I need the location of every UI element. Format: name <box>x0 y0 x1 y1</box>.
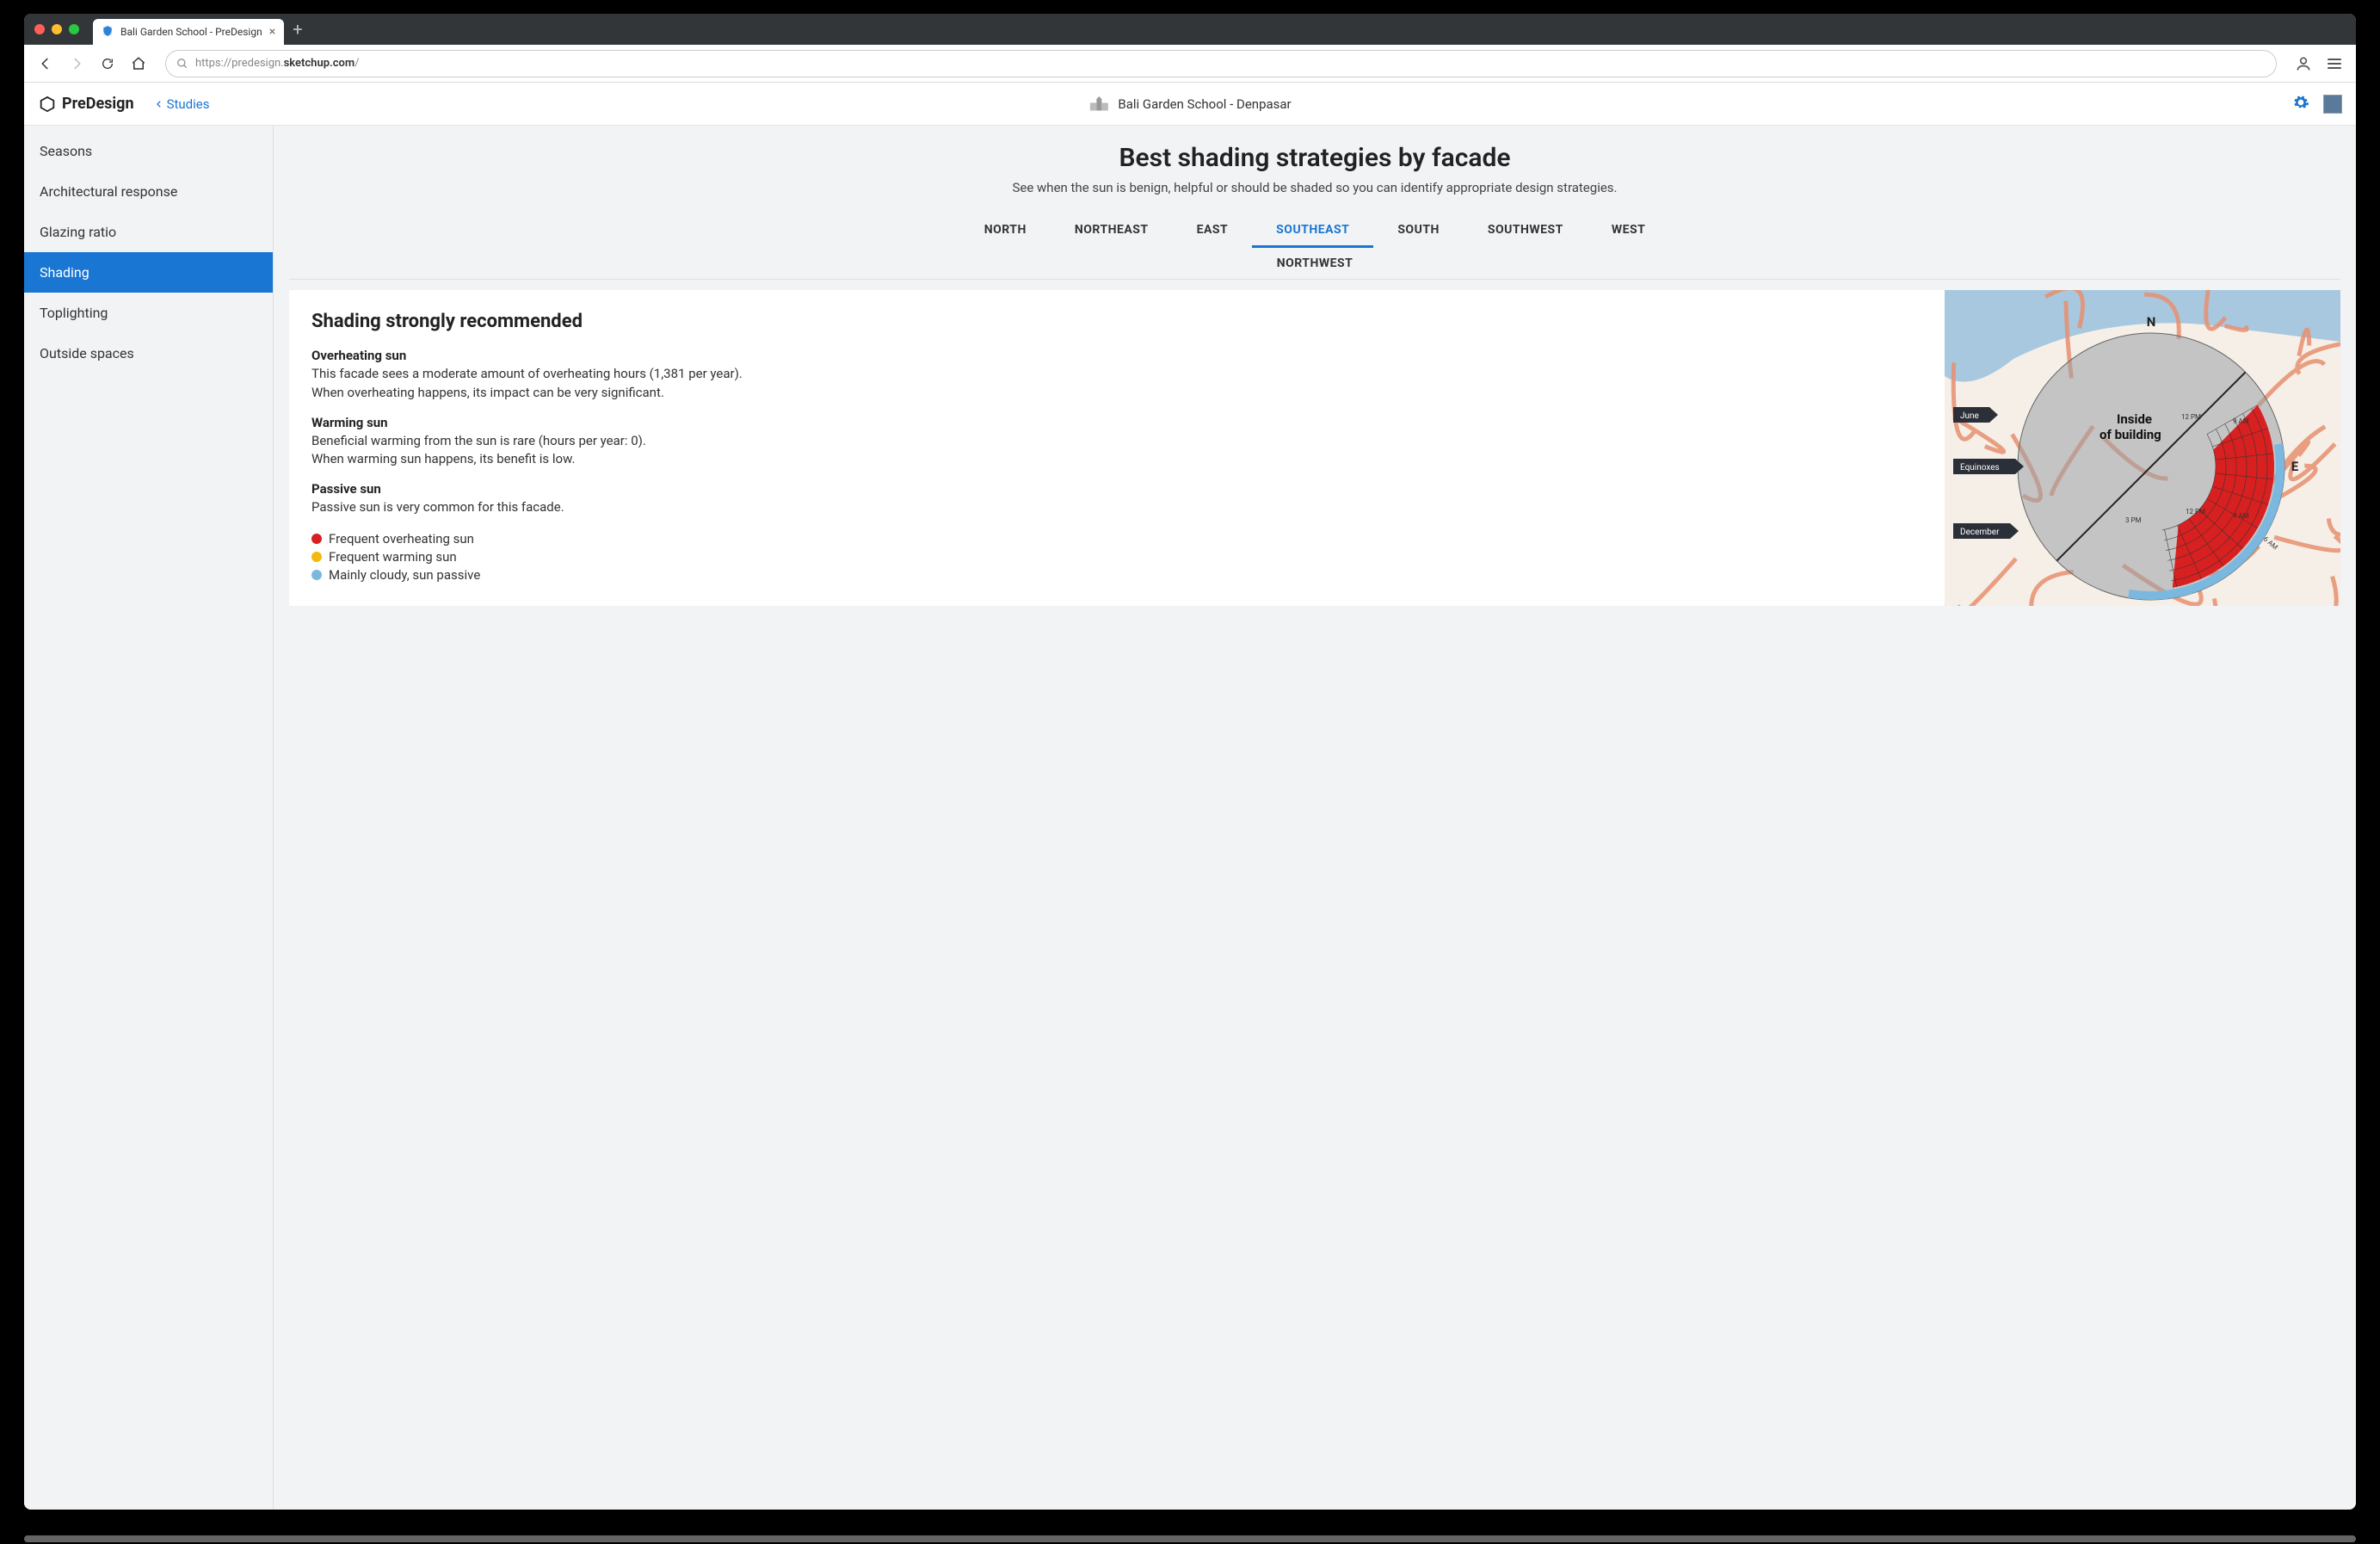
warming-heading: Warming sun <box>311 415 1922 430</box>
overheating-text-2: When overheating happens, its impact can… <box>311 384 1922 403</box>
facade-tab-east[interactable]: EAST <box>1173 214 1253 248</box>
chevron-left-icon <box>155 98 163 110</box>
browser-window: Bali Garden School - PreDesign × + https… <box>24 14 2356 1510</box>
svg-text:December: December <box>1960 528 2000 537</box>
minimize-window-button[interactable] <box>52 24 62 34</box>
building-icon <box>1088 96 1109 113</box>
facade-tab-south[interactable]: SOUTH <box>1373 214 1464 248</box>
user-avatar[interactable] <box>2323 95 2342 114</box>
project-name: Bali Garden School - Denpasar <box>1088 96 1291 113</box>
facade-tab-southwest[interactable]: SOUTHWEST <box>1464 214 1588 248</box>
browser-menu-button[interactable] <box>2321 59 2347 69</box>
legend-dot-icon <box>311 552 322 562</box>
sidebar-item-seasons[interactable]: Seasons <box>24 131 273 171</box>
svg-text:of building: of building <box>2099 427 2161 442</box>
page-subtitle: See when the sun is benign, helpful or s… <box>274 180 2356 195</box>
sidebar-item-shading[interactable]: Shading <box>24 252 273 293</box>
svg-text:Inside: Inside <box>2117 411 2152 427</box>
legend-item: Frequent overheating sun <box>311 531 1922 547</box>
facade-tab-northwest[interactable]: NORTHWEST <box>1253 248 1378 279</box>
sidebar: SeasonsArchitectural responseGlazing rat… <box>24 126 274 1510</box>
sidebar-item-outside-spaces[interactable]: Outside spaces <box>24 333 273 374</box>
overheating-heading: Overheating sun <box>311 348 1922 363</box>
svg-text:S: S <box>2147 605 2155 606</box>
browser-titlebar: Bali Garden School - PreDesign × + <box>24 14 2356 45</box>
back-to-studies-link[interactable]: Studies <box>155 96 210 112</box>
warming-text-2: When warming sun happens, its benefit is… <box>311 450 1922 469</box>
svg-text:N: N <box>2147 314 2156 330</box>
tab-title: Bali Garden School - PreDesign <box>120 26 262 38</box>
legend-dot-icon <box>311 570 322 580</box>
overheating-text: This facade sees a moderate amount of ov… <box>311 365 1922 384</box>
facade-tabs: NORTHNORTHEASTEASTSOUTHEASTSOUTHSOUTHWES… <box>289 214 2340 280</box>
warming-text: Beneficial warming from the sun is rare … <box>311 432 1922 451</box>
legend-dot-icon <box>311 534 322 544</box>
sun-path-diagram: NESWInsideof buildingJuneEquinoxesDecemb… <box>1945 290 2340 606</box>
svg-text:Equinoxes: Equinoxes <box>1960 463 2000 472</box>
panel-heading: Shading strongly recommended <box>311 311 1922 332</box>
logo-icon <box>38 95 57 114</box>
search-icon <box>176 58 188 70</box>
url-text: https://predesign.sketchup.com/ <box>195 57 360 70</box>
facade-tab-north[interactable]: NORTH <box>960 214 1051 248</box>
recommendation-panel: Shading strongly recommended Overheating… <box>289 290 1945 606</box>
svg-text:12 PM: 12 PM <box>2186 508 2205 516</box>
maximize-window-button[interactable] <box>69 24 79 34</box>
facade-tab-northeast[interactable]: NORTHEAST <box>1051 214 1173 248</box>
forward-button[interactable] <box>64 51 89 77</box>
window-controls <box>34 24 79 34</box>
tab-favicon-icon <box>102 24 114 40</box>
close-window-button[interactable] <box>34 24 45 34</box>
settings-button[interactable] <box>2292 94 2309 114</box>
facade-tab-southeast[interactable]: SOUTHEAST <box>1252 214 1373 248</box>
legend-label: Frequent overheating sun <box>329 531 474 547</box>
svg-text:3 PM: 3 PM <box>2125 516 2142 524</box>
address-bar[interactable]: https://predesign.sketchup.com/ <box>165 50 2277 77</box>
sidebar-item-glazing-ratio[interactable]: Glazing ratio <box>24 212 273 252</box>
main-content: Best shading strategies by facade See wh… <box>274 126 2356 1510</box>
new-tab-button[interactable]: + <box>293 19 302 40</box>
page-title: Best shading strategies by facade <box>274 143 2356 173</box>
back-button[interactable] <box>33 51 59 77</box>
tab-close-icon[interactable]: × <box>269 25 275 39</box>
passive-heading: Passive sun <box>311 481 1922 497</box>
reload-button[interactable] <box>95 51 120 77</box>
app-logo[interactable]: PreDesign <box>38 95 134 114</box>
back-link-label: Studies <box>167 96 210 112</box>
account-icon[interactable] <box>2291 51 2316 77</box>
facade-tab-west[interactable]: WEST <box>1588 214 1669 248</box>
project-name-text: Bali Garden School - Denpasar <box>1118 96 1291 112</box>
svg-text:9 AM: 9 AM <box>2233 512 2249 520</box>
browser-toolbar: https://predesign.sketchup.com/ <box>24 45 2356 83</box>
sidebar-item-architectural-response[interactable]: Architectural response <box>24 171 273 212</box>
app-header: PreDesign Studies Bali Garden School - D… <box>24 83 2356 126</box>
home-button[interactable] <box>126 51 151 77</box>
logo-text: PreDesign <box>62 95 134 113</box>
sidebar-item-toplighting[interactable]: Toplighting <box>24 293 273 333</box>
content-row: Shading strongly recommended Overheating… <box>289 290 2340 606</box>
svg-text:9 AM: 9 AM <box>2233 417 2249 425</box>
legend-item: Mainly cloudy, sun passive <box>311 567 1922 583</box>
browser-tab[interactable]: Bali Garden School - PreDesign × <box>93 19 284 45</box>
app-body: SeasonsArchitectural responseGlazing rat… <box>24 126 2356 1510</box>
svg-text:E: E <box>2291 459 2299 474</box>
app-root: PreDesign Studies Bali Garden School - D… <box>24 83 2356 1510</box>
horizontal-scrollbar[interactable] <box>24 1535 2356 1542</box>
svg-text:12 PM: 12 PM <box>2181 413 2201 421</box>
legend-label: Mainly cloudy, sun passive <box>329 567 480 583</box>
passive-text: Passive sun is very common for this faca… <box>311 498 1922 517</box>
legend-label: Frequent warming sun <box>329 549 457 565</box>
legend: Frequent overheating sun Frequent warming… <box>311 531 1922 583</box>
legend-item: Frequent warming sun <box>311 549 1922 565</box>
svg-text:June: June <box>1960 411 1979 421</box>
